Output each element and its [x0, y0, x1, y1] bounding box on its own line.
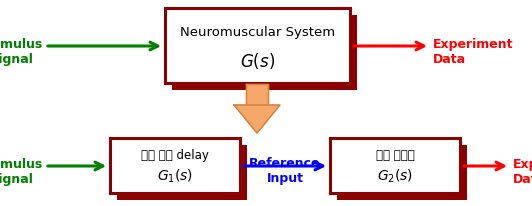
Text: Stimulus
signal: Stimulus signal — [0, 158, 43, 186]
Bar — [165, 8, 350, 83]
Polygon shape — [246, 84, 268, 105]
Bar — [337, 145, 467, 200]
Text: 인지 인식 delay: 인지 인식 delay — [141, 149, 209, 162]
Text: Experiment
Data: Experiment Data — [513, 158, 532, 186]
Bar — [330, 138, 460, 193]
Text: $G_1(s)$: $G_1(s)$ — [157, 168, 193, 185]
Text: Stimulus
signal: Stimulus signal — [0, 38, 43, 66]
Bar — [110, 138, 240, 193]
Bar — [117, 145, 247, 200]
Text: $G(s)$: $G(s)$ — [240, 50, 275, 70]
Text: 근육 시스템: 근육 시스템 — [376, 149, 414, 162]
Text: Experiment
Data: Experiment Data — [433, 38, 513, 66]
Text: $G_2(s)$: $G_2(s)$ — [377, 168, 413, 185]
Bar — [172, 15, 357, 90]
Polygon shape — [234, 105, 280, 133]
Text: Reference
Input: Reference Input — [250, 157, 321, 185]
Text: Neuromuscular System: Neuromuscular System — [180, 26, 335, 39]
